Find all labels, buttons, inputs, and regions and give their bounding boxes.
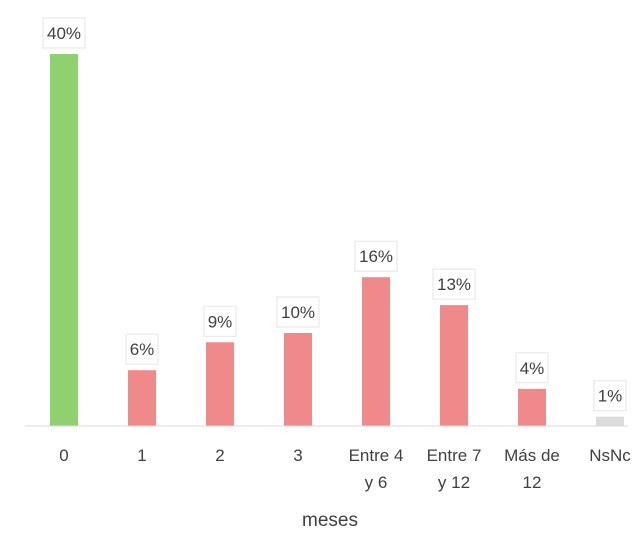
- data-label-text-3: 10%: [281, 303, 315, 322]
- data-label-text-1: 6%: [130, 340, 155, 359]
- bar-4: [362, 277, 390, 426]
- data-label-4: 16%: [354, 240, 398, 272]
- x-axis-title: meses: [302, 510, 358, 531]
- bar-3: [284, 333, 312, 426]
- bars-group: [50, 54, 624, 426]
- category-label-3: 3: [293, 446, 302, 465]
- data-label-text-0: 40%: [47, 24, 81, 43]
- data-label-text-4: 16%: [359, 247, 393, 266]
- category-label-2: 2: [215, 446, 224, 465]
- data-label-text-5: 13%: [437, 275, 471, 294]
- data-label-5: 13%: [432, 268, 476, 300]
- data-label-7: 1%: [593, 380, 627, 412]
- bar-5: [440, 305, 468, 426]
- bar-0: [50, 54, 78, 426]
- bar-1: [128, 370, 156, 426]
- category-label-0: 0: [59, 446, 68, 465]
- value-labels-group: 40% 6% 9% 10% 16% 13% 4% 1%: [42, 17, 627, 412]
- data-label-text-6: 4%: [520, 359, 545, 378]
- bar-6: [518, 388, 546, 426]
- category-label-6: Más de 12: [504, 446, 560, 492]
- bar-7: [596, 416, 624, 426]
- category-label-1: 1: [137, 446, 146, 465]
- data-label-2: 9%: [203, 305, 237, 337]
- data-label-1: 6%: [125, 333, 159, 365]
- data-label-text-7: 1%: [598, 387, 623, 406]
- data-label-3: 10%: [276, 296, 320, 328]
- data-label-text-2: 9%: [208, 312, 233, 331]
- bar-2: [206, 342, 234, 426]
- category-label-7: NsNc: [589, 446, 631, 465]
- data-label-0: 40%: [42, 17, 86, 49]
- data-label-6: 4%: [515, 352, 549, 384]
